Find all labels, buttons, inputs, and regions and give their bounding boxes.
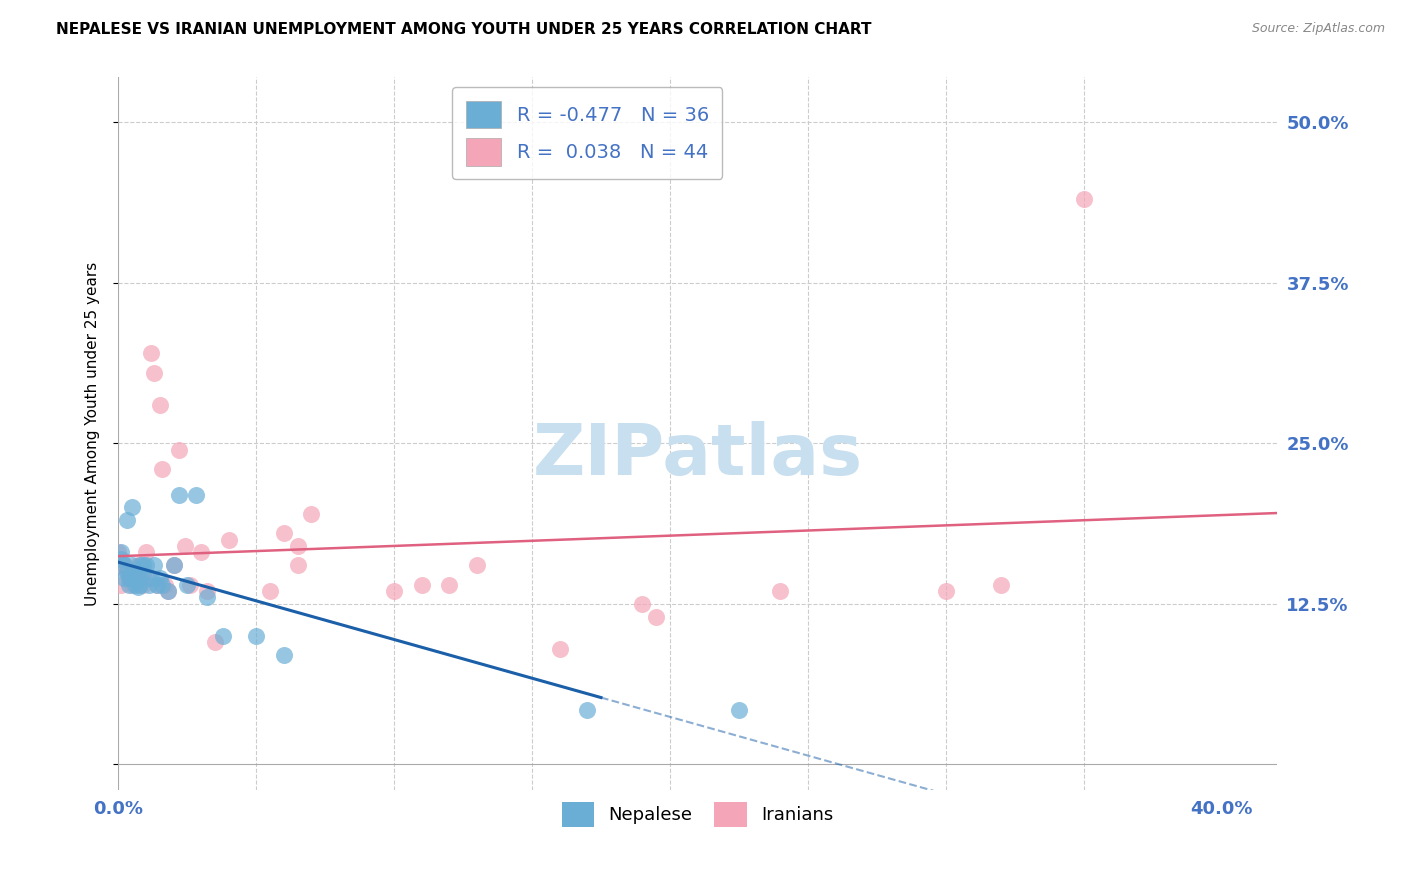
Point <box>287 558 309 573</box>
Point <box>259 583 281 598</box>
Point <box>273 526 295 541</box>
Point <box>155 577 177 591</box>
Point <box>129 571 152 585</box>
Point <box>935 583 957 598</box>
Point <box>167 488 190 502</box>
Point <box>576 703 599 717</box>
Point <box>112 558 135 573</box>
Point <box>287 539 309 553</box>
Y-axis label: Unemployment Among Youth under 25 years: Unemployment Among Youth under 25 years <box>86 261 100 606</box>
Point <box>195 591 218 605</box>
Point <box>176 577 198 591</box>
Point <box>129 577 152 591</box>
Point <box>184 488 207 502</box>
Point <box>127 571 149 585</box>
Point <box>179 577 201 591</box>
Point <box>112 571 135 585</box>
Point <box>439 577 461 591</box>
Point <box>212 629 235 643</box>
Point <box>1073 193 1095 207</box>
Point <box>156 583 179 598</box>
Point <box>110 577 132 591</box>
Point <box>146 577 169 591</box>
Point <box>465 558 488 573</box>
Point <box>143 558 166 573</box>
Point <box>382 583 405 598</box>
Point <box>115 513 138 527</box>
Point <box>146 577 169 591</box>
Point <box>299 507 322 521</box>
Point <box>156 583 179 598</box>
Point <box>129 558 152 573</box>
Point <box>118 577 141 591</box>
Point <box>631 597 654 611</box>
Point <box>990 577 1012 591</box>
Point <box>115 565 138 579</box>
Legend: Nepalese, Iranians: Nepalese, Iranians <box>554 795 841 834</box>
Point <box>138 577 160 591</box>
Point <box>152 462 174 476</box>
Point <box>121 577 143 591</box>
Point <box>124 567 146 582</box>
Point <box>273 648 295 662</box>
Point <box>118 571 141 585</box>
Point <box>121 558 143 573</box>
Point <box>124 565 146 579</box>
Point <box>110 545 132 559</box>
Point <box>132 567 155 582</box>
Text: NEPALESE VS IRANIAN UNEMPLOYMENT AMONG YOUTH UNDER 25 YEARS CORRELATION CHART: NEPALESE VS IRANIAN UNEMPLOYMENT AMONG Y… <box>56 22 872 37</box>
Point <box>124 577 146 591</box>
Point <box>132 558 155 573</box>
Point <box>127 558 149 573</box>
Point <box>112 558 135 573</box>
Point <box>411 577 433 591</box>
Point <box>152 577 174 591</box>
Point <box>190 545 212 559</box>
Point <box>138 571 160 585</box>
Point <box>218 533 240 547</box>
Point <box>141 346 163 360</box>
Point <box>548 641 571 656</box>
Point <box>149 571 172 585</box>
Point <box>110 558 132 573</box>
Text: ZIPatlas: ZIPatlas <box>533 420 862 490</box>
Point <box>135 558 157 573</box>
Point <box>167 442 190 457</box>
Point <box>173 539 195 553</box>
Point <box>141 571 163 585</box>
Text: Source: ZipAtlas.com: Source: ZipAtlas.com <box>1251 22 1385 36</box>
Point <box>195 583 218 598</box>
Point <box>115 565 138 579</box>
Point <box>162 558 184 573</box>
Point <box>149 398 172 412</box>
Point <box>727 703 749 717</box>
Point <box>121 500 143 515</box>
Point <box>769 583 792 598</box>
Point <box>107 545 129 559</box>
Point <box>127 580 149 594</box>
Point <box>135 545 157 559</box>
Point <box>132 577 155 591</box>
Point <box>645 609 668 624</box>
Point <box>245 629 267 643</box>
Point <box>162 558 184 573</box>
Point <box>118 571 141 585</box>
Point <box>110 552 132 566</box>
Point <box>204 635 226 649</box>
Point <box>143 366 166 380</box>
